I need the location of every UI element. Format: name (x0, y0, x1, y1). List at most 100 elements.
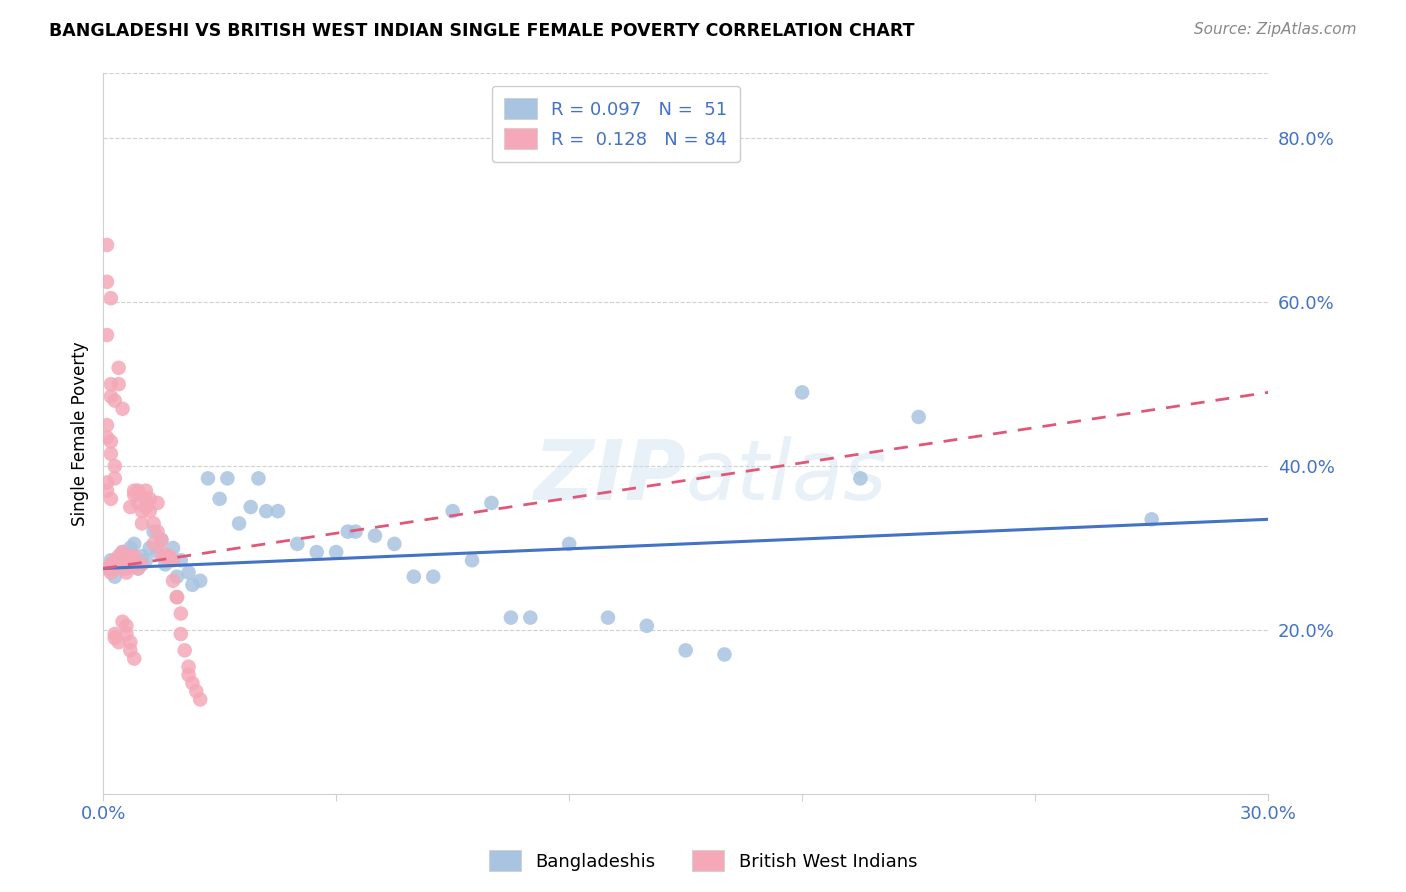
Point (181, 578, 204, 592)
Text: ZIP: ZIP (533, 436, 686, 517)
Point (849, 471, 872, 485)
Point (146, 545, 169, 559)
Point (162, 541, 184, 555)
Point (285, 537, 308, 551)
Point (336, 524, 359, 539)
Point (100, 389, 122, 403)
Point (188, 692, 211, 706)
Point (157, 553, 180, 567)
Point (173, 643, 195, 657)
Point (177, 566, 200, 580)
Point (907, 409, 929, 424)
Point (115, 558, 138, 572)
Point (131, 549, 153, 564)
Point (150, 545, 173, 559)
Point (120, 635, 142, 649)
Point (122, 558, 145, 572)
Point (100, 447, 122, 461)
Point (166, 590, 188, 604)
Point (170, 553, 193, 567)
Point (120, 500, 142, 514)
Point (166, 590, 188, 604)
Point (228, 516, 250, 531)
Point (197, 471, 219, 485)
Point (131, 504, 153, 518)
Text: Source: ZipAtlas.com: Source: ZipAtlas.com (1194, 22, 1357, 37)
Point (170, 607, 193, 621)
Text: atlas: atlas (686, 436, 887, 517)
Point (188, 574, 211, 588)
Point (186, 684, 208, 698)
Point (100, 377, 122, 392)
Point (146, 496, 169, 510)
Legend: Bangladeshis, British West Indians: Bangladeshis, British West Indians (481, 843, 925, 879)
Point (135, 491, 157, 506)
Point (596, 610, 619, 624)
Point (305, 545, 328, 559)
Point (131, 516, 153, 531)
Point (111, 561, 134, 575)
Point (208, 491, 231, 506)
Point (155, 549, 177, 564)
Legend: R = 0.097   N =  51, R =  0.128   N = 84: R = 0.097 N = 51, R = 0.128 N = 84 (492, 86, 740, 161)
Point (127, 561, 149, 575)
Point (100, 434, 122, 449)
Point (120, 541, 142, 555)
Point (100, 553, 122, 567)
Point (104, 569, 127, 583)
Point (115, 561, 138, 575)
Point (111, 553, 134, 567)
Point (100, 291, 122, 305)
Point (100, 566, 122, 580)
Point (166, 569, 188, 583)
Point (111, 545, 134, 559)
Point (96, 430, 118, 444)
Point (100, 558, 122, 572)
Point (1140, 512, 1163, 526)
Point (122, 651, 145, 665)
Point (135, 553, 157, 567)
Point (481, 496, 503, 510)
Point (107, 558, 129, 572)
Point (325, 545, 347, 559)
Y-axis label: Single Female Poverty: Single Female Poverty (72, 341, 89, 525)
Point (155, 549, 177, 564)
Text: BANGLADESHI VS BRITISH WEST INDIAN SINGLE FEMALE POVERTY CORRELATION CHART: BANGLADESHI VS BRITISH WEST INDIAN SINGL… (49, 22, 915, 40)
Point (96, 328, 118, 343)
Point (142, 524, 165, 539)
Point (384, 537, 406, 551)
Point (461, 553, 484, 567)
Point (792, 385, 814, 400)
Point (96, 418, 118, 433)
Point (138, 504, 160, 518)
Point (122, 549, 145, 564)
Point (138, 491, 160, 506)
Point (217, 471, 239, 485)
Point (157, 549, 180, 564)
Point (177, 659, 200, 673)
Point (104, 459, 127, 474)
Point (104, 627, 127, 641)
Point (127, 496, 149, 510)
Point (131, 558, 153, 572)
Point (107, 549, 129, 564)
Point (170, 627, 193, 641)
Point (267, 504, 290, 518)
Point (162, 553, 184, 567)
Point (111, 401, 134, 416)
Point (713, 648, 735, 662)
Point (96, 275, 118, 289)
Point (558, 537, 581, 551)
Point (636, 619, 658, 633)
Point (120, 643, 142, 657)
Point (142, 537, 165, 551)
Point (115, 553, 138, 567)
Point (138, 541, 160, 555)
Point (155, 558, 177, 572)
Point (104, 393, 127, 408)
Point (120, 553, 142, 567)
Point (104, 553, 127, 567)
Point (135, 500, 157, 514)
Point (100, 491, 122, 506)
Point (122, 483, 145, 498)
